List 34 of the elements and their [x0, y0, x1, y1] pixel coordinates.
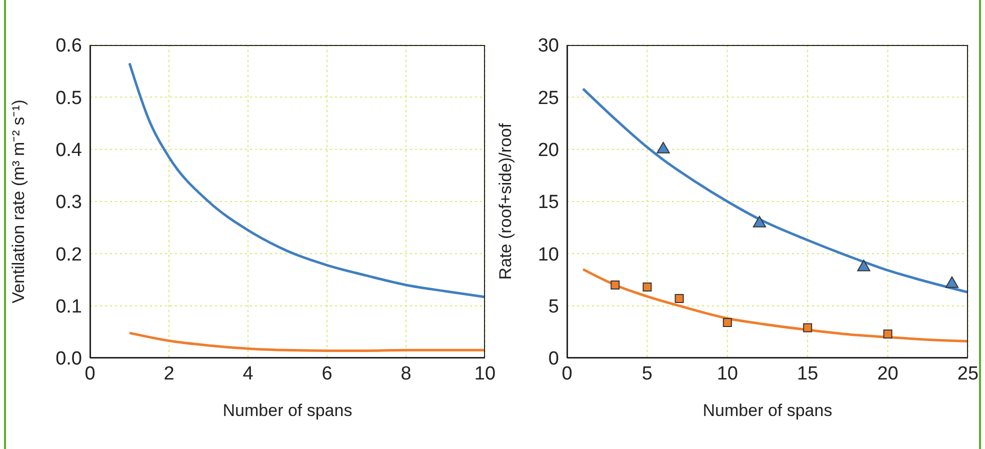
- y-axis-title: Rate (roof+side)/roof: [496, 123, 516, 280]
- y-tick-label: 0.6: [56, 36, 82, 57]
- x-tick-label: 5: [642, 363, 652, 384]
- y-tick-label: 10: [538, 244, 559, 266]
- y-tick-label: 0.1: [56, 296, 82, 318]
- x-tick-label: 20: [877, 363, 898, 384]
- y-tick-label: 0.2: [56, 244, 82, 266]
- x-tick-label: 25: [957, 363, 979, 384]
- y-tick-label: 0.5: [56, 88, 82, 109]
- y-axis-title: Ventilation rate (m³ m⁻² s⁻¹): [9, 100, 28, 304]
- line-series: [582, 88, 968, 294]
- x-tick-label: 15: [797, 363, 818, 384]
- y-tick-label: 0: [548, 348, 559, 370]
- x-axis-title: Number of spans: [222, 401, 352, 420]
- x-tick-label: 4: [242, 363, 254, 384]
- x-tick-label: 2: [164, 363, 174, 384]
- x-axis-title: Number of spans: [702, 401, 832, 420]
- y-tick-label: 0.0: [56, 348, 82, 370]
- y-tick-label: 0.4: [56, 140, 82, 162]
- x-tick-label: 6: [322, 363, 332, 384]
- x-tick-label: 0: [84, 363, 96, 384]
- y-tick-label: 5: [548, 296, 559, 318]
- x-tick-label: 10: [716, 363, 738, 384]
- line-series: [128, 332, 485, 352]
- y-tick-label: 0.3: [56, 192, 82, 214]
- line-series: [582, 268, 968, 343]
- y-tick-label: 30: [538, 36, 559, 57]
- y-tick-label: 20: [538, 140, 559, 162]
- y-tick-label: 25: [538, 88, 559, 109]
- x-tick-label: 0: [562, 363, 572, 384]
- x-tick-label: 10: [474, 363, 496, 384]
- y-tick-label: 15: [538, 192, 559, 214]
- line-series: [128, 62, 485, 298]
- x-tick-label: 8: [400, 363, 412, 384]
